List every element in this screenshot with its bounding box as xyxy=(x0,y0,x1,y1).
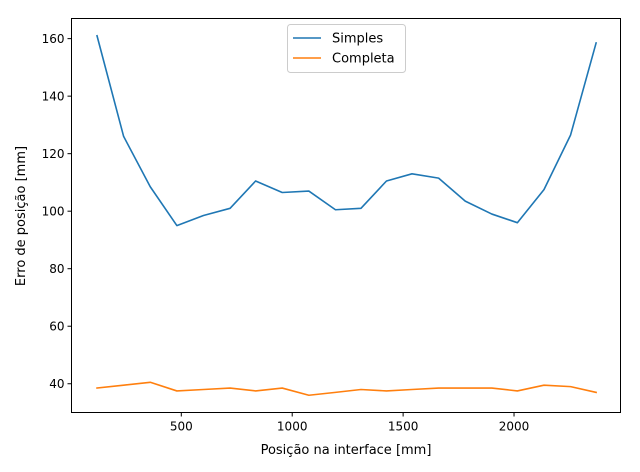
y-axis-ticks: 40 60 80 100 120 140 160 xyxy=(42,32,72,391)
y-tick-label: 60 xyxy=(49,320,64,334)
y-tick-label: 160 xyxy=(42,32,65,46)
y-tick-label: 80 xyxy=(49,262,64,276)
y-axis-label: Erro de posição [mm] xyxy=(14,146,29,286)
x-axis-ticks: 500 1000 1500 2000 xyxy=(170,412,530,434)
x-axis-label: Posição na interface [mm] xyxy=(261,443,432,458)
series-line-simples xyxy=(96,34,598,227)
plot-frame xyxy=(71,18,621,413)
x-tick-label: 1000 xyxy=(277,420,308,434)
x-tick-label: 1500 xyxy=(388,420,419,434)
x-tick-label: 500 xyxy=(170,420,193,434)
x-tick-label: 2000 xyxy=(499,420,530,434)
y-tick-label: 100 xyxy=(42,205,65,219)
series-lines xyxy=(96,34,598,397)
y-tick-label: 140 xyxy=(42,90,65,104)
series-line-completa xyxy=(96,381,598,397)
legend-box xyxy=(287,24,406,73)
y-tick-label: 40 xyxy=(49,377,64,391)
legend-label-simples: Simples xyxy=(332,32,383,47)
legend-label-completa: Completa xyxy=(332,52,395,67)
legend: Simples Completa xyxy=(287,24,406,73)
y-tick-label: 120 xyxy=(42,147,65,161)
